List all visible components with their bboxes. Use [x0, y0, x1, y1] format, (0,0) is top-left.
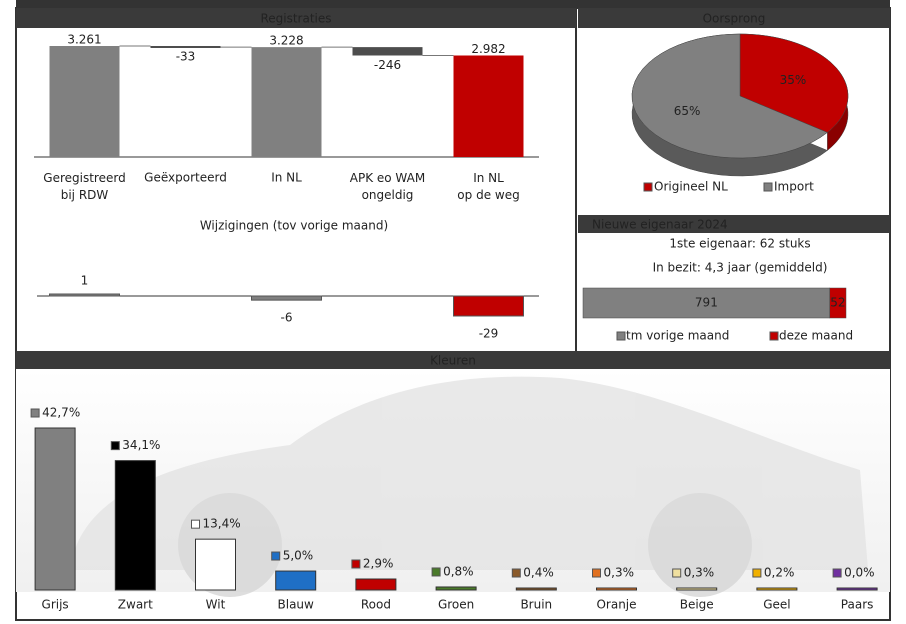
legend-swatch	[617, 332, 625, 340]
category-label: Grijs	[42, 598, 69, 612]
category-label: Beige	[680, 598, 714, 612]
bar	[252, 296, 322, 300]
label-swatch	[833, 569, 841, 577]
legend-swatch	[764, 183, 772, 191]
bar	[276, 571, 316, 590]
value-label: -246	[374, 58, 401, 72]
legend-swatch	[770, 332, 778, 340]
bar	[677, 588, 717, 590]
category-label: Oranje	[596, 598, 636, 612]
waterfall-bar	[454, 55, 524, 157]
top-strip	[16, 0, 890, 8]
value-label: 2.982	[471, 42, 505, 56]
dashboard: Registraties3.261Geregistreerdbij RDW-33…	[0, 0, 906, 624]
panel-title: Kleuren	[430, 354, 476, 368]
category-label: Wit	[206, 598, 226, 612]
waterfall-bar	[50, 46, 120, 157]
label-swatch	[31, 409, 39, 417]
value-label: -6	[281, 311, 293, 325]
label-swatch	[753, 569, 761, 577]
legend-swatch	[644, 183, 652, 191]
label-swatch	[272, 552, 280, 560]
value-label: 34,1%	[122, 438, 160, 452]
bar	[35, 428, 75, 590]
bar	[196, 539, 236, 590]
value-label: 0,0%	[844, 566, 875, 580]
value-label: 5,0%	[283, 549, 314, 563]
bar	[837, 588, 877, 590]
category-label: Geel	[763, 598, 790, 612]
category-label: Geëxporteerd	[144, 171, 227, 185]
bar	[516, 588, 556, 590]
value-label: 2,9%	[363, 556, 394, 570]
value-label: 0,2%	[764, 566, 795, 580]
value-label: 3.228	[269, 34, 303, 48]
value-label: 13,4%	[203, 517, 241, 531]
page: Registraties3.261Geregistreerdbij RDW-33…	[0, 0, 906, 624]
bar	[50, 294, 120, 296]
category-label: Paars	[841, 598, 874, 612]
category-label: Zwart	[118, 598, 153, 612]
label-swatch	[512, 569, 520, 577]
chart-title: Wijzigingen (tov vorige maand)	[200, 219, 388, 233]
value-label: 0,3%	[604, 566, 635, 580]
panel-title: Nieuwe eigenaar 2024	[592, 218, 728, 232]
bar	[454, 296, 524, 316]
bar	[115, 461, 155, 590]
category-label: In NL	[271, 171, 302, 185]
label-swatch	[593, 569, 601, 577]
category-label: Blauw	[278, 598, 315, 612]
annotation: 1ste eigenaar: 62 stuks	[669, 237, 810, 251]
value-label: 52	[830, 296, 845, 310]
value-label: 42,7%	[42, 406, 80, 420]
value-label: 65%	[674, 104, 701, 118]
bar	[597, 588, 637, 590]
label-swatch	[673, 569, 681, 577]
legend-label: Import	[774, 180, 814, 194]
label-swatch	[192, 520, 200, 528]
label-swatch	[432, 568, 440, 576]
waterfall-bar	[151, 46, 221, 48]
waterfall-bar	[353, 47, 423, 55]
value-label: 0,8%	[443, 564, 474, 578]
value-label: 35%	[780, 73, 807, 87]
value-label: -33	[176, 50, 196, 64]
bar	[436, 587, 476, 590]
panel-title: Registraties	[260, 12, 331, 26]
waterfall-bar	[252, 47, 322, 157]
legend-label: Origineel NL	[654, 180, 728, 194]
annotation: In bezit: 4,3 jaar (gemiddeld)	[653, 261, 828, 275]
value-label: 1	[81, 274, 89, 288]
value-label: 0,3%	[684, 566, 715, 580]
legend-label: tm vorige maand	[626, 329, 729, 343]
value-label: 3.261	[67, 33, 101, 47]
value-label: 791	[695, 296, 718, 310]
panel-title: Oorsprong	[703, 12, 766, 26]
value-label: -29	[479, 327, 499, 341]
value-label: 0,4%	[523, 566, 554, 580]
bar	[356, 579, 396, 590]
label-swatch	[111, 442, 119, 450]
category-label: Bruin	[520, 598, 552, 612]
category-label: Rood	[361, 598, 391, 612]
legend-label: deze maand	[779, 329, 853, 343]
bar	[757, 588, 797, 590]
label-swatch	[352, 560, 360, 568]
category-label: Groen	[438, 598, 474, 612]
